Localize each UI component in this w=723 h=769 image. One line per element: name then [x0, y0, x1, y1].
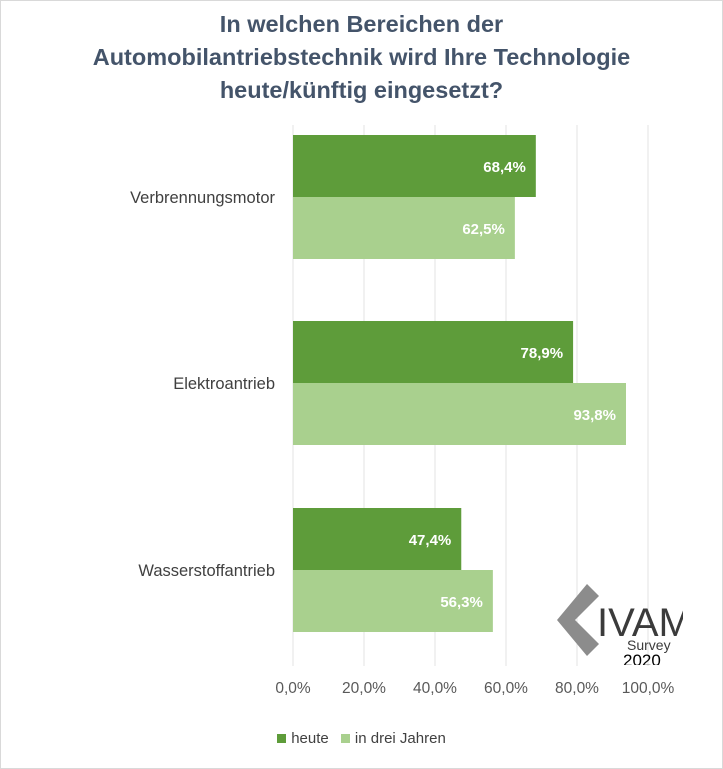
x-tick-label-5: 100,0% [622, 680, 675, 697]
logo-survey-text: Survey [627, 637, 671, 653]
x-tick-label-3: 60,0% [484, 680, 528, 697]
title-line-1: In welchen Bereichen der [219, 11, 504, 37]
data-label-drei-0: 62,5% [462, 221, 505, 238]
bar-heute-0 [293, 135, 536, 197]
x-tick-label-2: 40,0% [413, 680, 457, 697]
x-tick-label-0: 0,0% [275, 680, 311, 697]
category-label-2: Wasserstoffantrieb [138, 562, 275, 580]
legend: heute in drei Jahren [0, 730, 723, 747]
bar-heute-2 [293, 508, 462, 570]
category-label-0: Verbrennungsmotor [130, 189, 275, 207]
legend-label-heute: heute [291, 730, 329, 747]
data-label-heute-0: 68,4% [483, 159, 526, 176]
x-tick-label-1: 20,0% [342, 680, 386, 697]
logo-year-text: 2020 [623, 651, 661, 665]
bar-heute-1 [293, 321, 574, 383]
bar-drei-2 [293, 570, 493, 632]
data-label-heute-1: 78,9% [521, 345, 564, 362]
data-label-heute-2: 47,4% [409, 532, 452, 549]
bar-drei-1 [293, 383, 626, 445]
chart-title: In welchen Bereichen der Automobilantrie… [40, 8, 683, 107]
legend-item-drei: in drei Jahren [340, 730, 446, 747]
logo-brand-text: IVAM. [597, 601, 683, 645]
logo-emblem-icon [557, 584, 599, 656]
title-line-3: heute/künftig eingesetzt? [219, 77, 504, 103]
bar-drei-0 [293, 197, 515, 259]
legend-swatch-heute [277, 734, 287, 743]
legend-item-heute: heute [277, 730, 329, 747]
title-line-2: Automobilantriebstechnik wird Ihre Techn… [92, 44, 631, 70]
ivam-survey-logo: IVAM. Survey 2020 [557, 584, 683, 665]
x-tick-label-4: 80,0% [555, 680, 599, 697]
category-label-1: Elektroantrieb [173, 375, 275, 393]
legend-swatch-drei [340, 734, 350, 743]
data-label-drei-2: 56,3% [440, 594, 483, 611]
legend-label-drei: in drei Jahren [354, 730, 446, 747]
data-label-drei-1: 93,8% [573, 407, 616, 424]
